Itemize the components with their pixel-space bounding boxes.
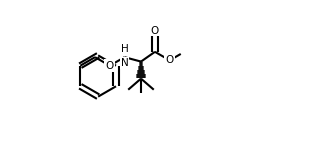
Text: O: O: [106, 61, 114, 71]
Text: O: O: [165, 55, 174, 65]
Text: N: N: [121, 58, 128, 68]
Text: H: H: [121, 45, 128, 54]
Text: O: O: [151, 26, 159, 36]
